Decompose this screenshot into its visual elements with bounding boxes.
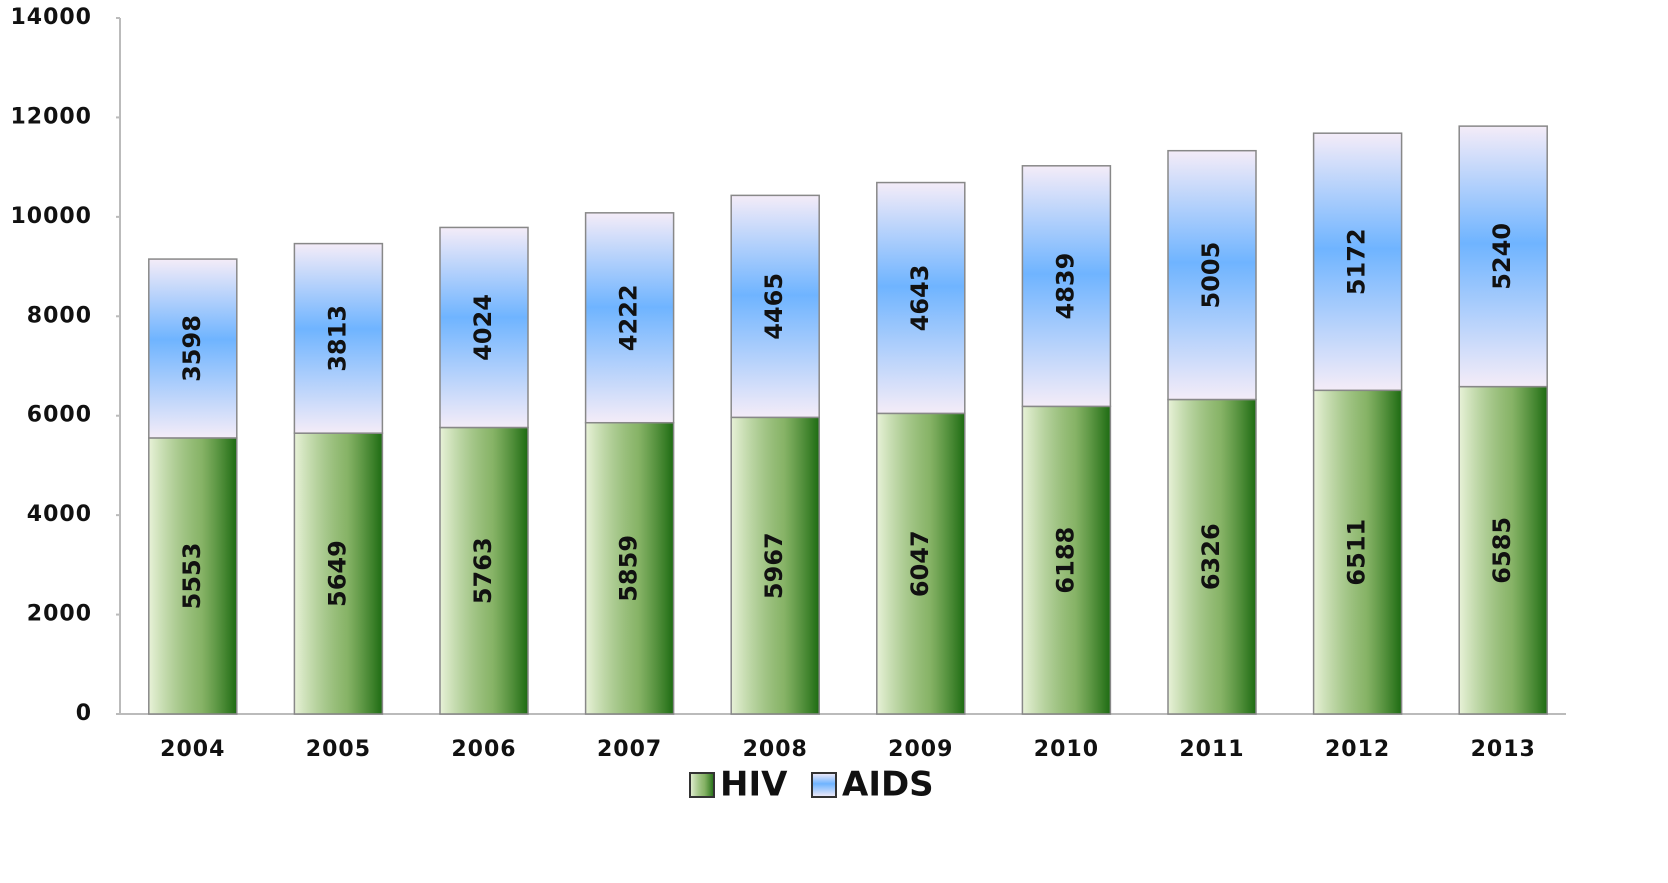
bar-segment	[293, 432, 384, 715]
y-tick-label: 12000	[10, 104, 92, 129]
value-label: 5172	[1343, 228, 1371, 295]
bar-segment	[1458, 125, 1548, 388]
legend-label: AIDS	[842, 765, 934, 805]
x-tick-label: 2011	[1179, 737, 1244, 762]
x-tick-label: 2009	[888, 737, 953, 762]
bar-segment	[730, 416, 820, 715]
legend-label: HIV	[720, 765, 788, 805]
y-tick-label: 8000	[27, 303, 92, 328]
value-label: 4643	[906, 265, 934, 332]
bar-segment	[1312, 389, 1403, 715]
bar-segment	[148, 258, 238, 439]
x-tick-label: 2012	[1325, 737, 1390, 762]
value-label: 5240	[1488, 223, 1516, 290]
value-label: 6585	[1488, 517, 1516, 584]
bar-segment	[876, 412, 966, 715]
bar-segment	[1312, 132, 1403, 392]
bar-segment	[730, 194, 820, 419]
value-label: 5967	[760, 532, 788, 599]
value-label: 6188	[1051, 527, 1079, 594]
x-tick-label: 2005	[306, 737, 371, 762]
value-label: 5763	[469, 537, 497, 604]
bar-segment	[1021, 405, 1112, 715]
value-label: 5859	[615, 535, 643, 602]
x-tick-label: 2013	[1471, 737, 1536, 762]
x-tick-label: 2010	[1034, 737, 1099, 762]
value-label: 4024	[469, 294, 497, 361]
value-label: 3598	[178, 315, 206, 382]
y-tick-label: 6000	[27, 403, 92, 428]
bar-segment	[584, 421, 675, 715]
bar-segment	[876, 181, 966, 415]
y-tick-label: 10000	[10, 204, 92, 229]
x-tick-label: 2007	[597, 737, 662, 762]
value-label: 4222	[615, 284, 643, 351]
y-tick-label: 4000	[27, 502, 92, 527]
bar-segment	[584, 212, 675, 424]
value-label: 4839	[1051, 253, 1079, 320]
bar-segment	[439, 426, 529, 715]
x-tick-label: 2004	[160, 737, 225, 762]
bar-segment	[293, 242, 384, 434]
value-label: 6326	[1197, 523, 1225, 590]
x-tick-label: 2008	[743, 737, 808, 762]
value-label: 5649	[323, 540, 351, 607]
legend-swatch	[689, 772, 715, 798]
x-tick-label: 2006	[451, 737, 516, 762]
value-label: 6047	[906, 530, 934, 597]
value-label: 5005	[1197, 242, 1225, 309]
value-label: 6511	[1343, 519, 1371, 586]
y-tick-label: 0	[76, 701, 92, 726]
value-label: 3813	[323, 305, 351, 372]
y-tick-label: 14000	[10, 5, 92, 30]
legend-swatch	[811, 772, 837, 798]
value-label: 5553	[178, 543, 206, 610]
y-tick-label: 2000	[27, 602, 92, 627]
bar-segment	[1021, 165, 1112, 408]
bar-segment	[1167, 149, 1257, 401]
bar-segment	[439, 226, 529, 429]
value-label: 4465	[760, 273, 788, 340]
